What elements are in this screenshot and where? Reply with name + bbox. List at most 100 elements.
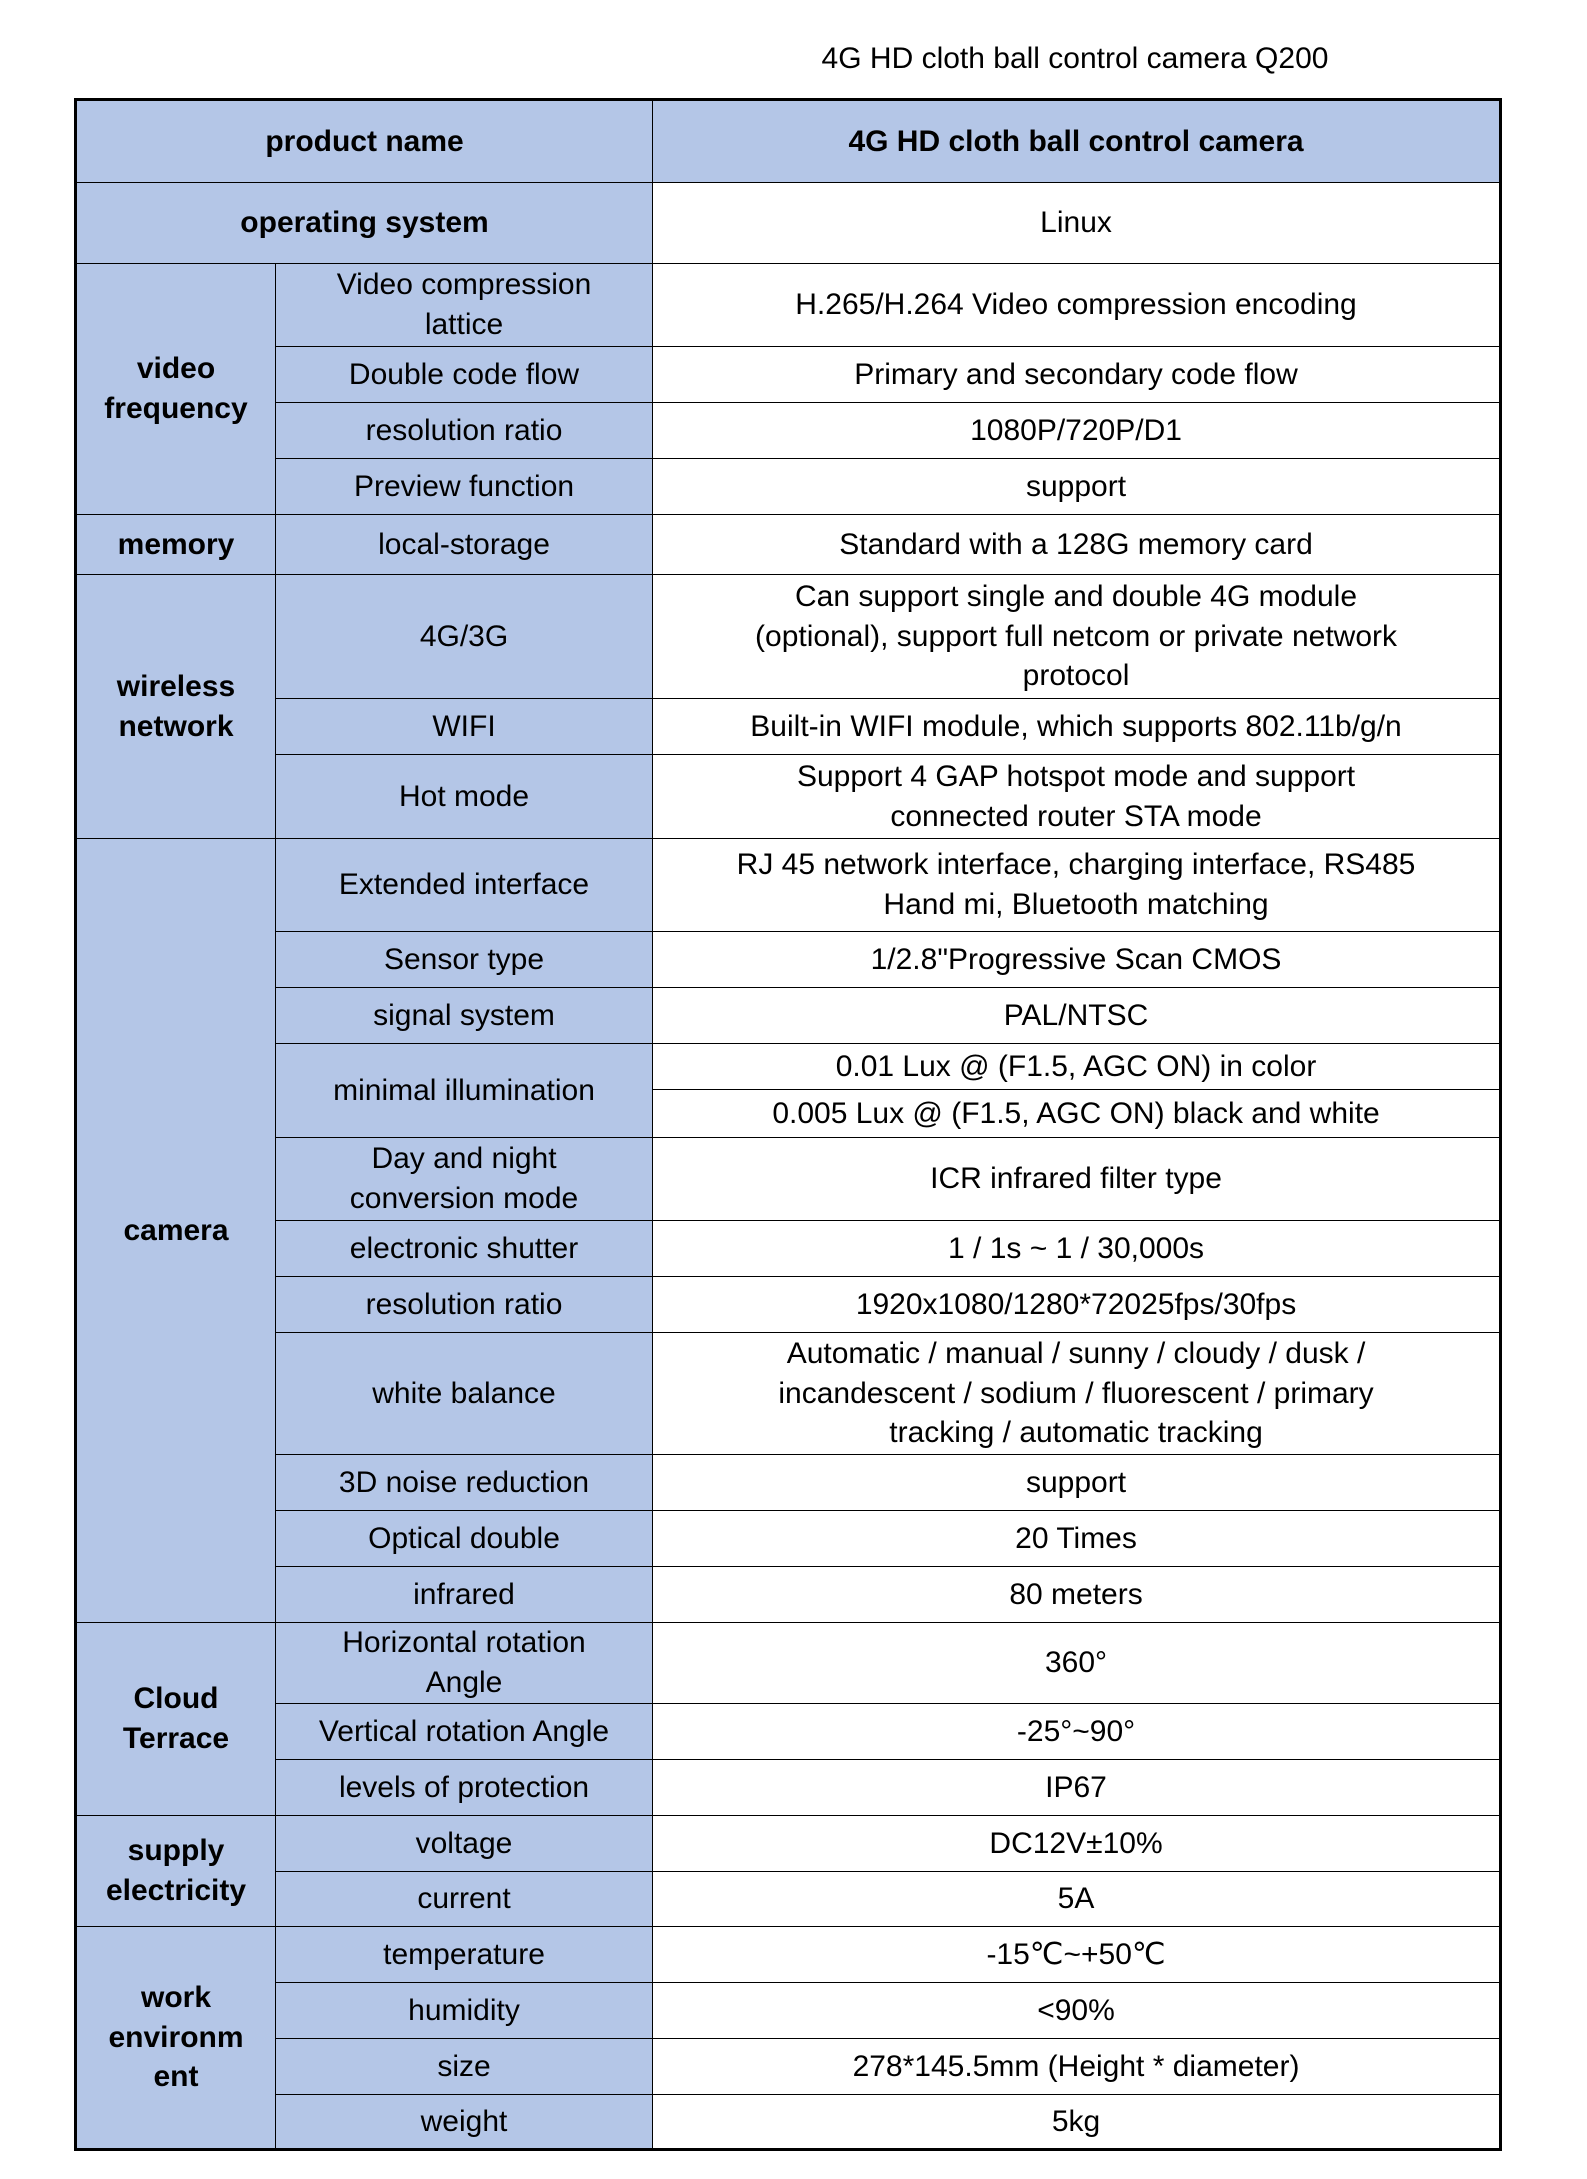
table-row: work environm ent temperature -15℃~+50℃ [75,1926,1502,2150]
spec-value: PAL/NTSC [652,987,1502,1044]
spec-label: 4G/3G [274,574,654,699]
spec-label: Hot mode [274,754,654,839]
spec-value: DC12V±10% [652,1815,1502,1872]
spec-value: -25°~90° [652,1703,1502,1760]
spec-value: 20 Times [652,1510,1502,1567]
spec-label: WIFI [274,698,654,755]
table-row: Cloud Terrace Horizontal rotation Angle … [75,1622,1502,1816]
spec-value: 5A [652,1871,1502,1927]
table-row: electronic shutter 1 / 1s ~ 1 / 30,000s [76,1220,1502,1277]
table-row: humidity <90% [76,1982,1502,2039]
os-value: Linux [652,182,1502,264]
table-row: camera Extended interface RJ 45 network … [75,838,1502,1623]
spec-value: Can support single and double 4G module … [652,574,1502,699]
spec-label: Double code flow [274,346,654,403]
table-row: supply electricity voltage DC12V±10% [75,1815,1502,1927]
spec-value: 360° [652,1622,1502,1704]
spec-label: local-storage [274,514,654,575]
table-row: product name 4G HD cloth ball control ca… [74,99,1502,183]
spec-label: voltage [274,1815,654,1872]
spec-label: Day and night conversion mode [274,1137,654,1221]
group-video: video frequency [75,263,276,515]
spec-label: Video compression lattice [274,263,654,347]
group-cloud-terrace: Cloud Terrace [75,1622,276,1816]
spec-label: 3D noise reduction [274,1454,654,1511]
os-label: operating system [74,182,654,264]
spec-label: levels of protection [274,1759,654,1816]
spec-label: Optical double [274,1510,654,1567]
spec-value: -15℃~+50℃ [652,1926,1502,1983]
group-wireless: wireless network [75,574,276,839]
spec-label: signal system [274,987,654,1044]
table-row: minimal illumination 0.01 Lux @ (F1.5, AG… [76,1043,1502,1138]
spec-value: RJ 45 network interface, charging interf… [652,838,1502,932]
spec-label: resolution ratio [274,1276,654,1333]
spec-value: ICR infrared filter type [652,1137,1502,1221]
group-camera: camera [75,838,276,1623]
spec-label: Vertical rotation Angle [274,1703,654,1760]
group-supply: supply electricity [75,1815,276,1927]
group-work-environment: work environm ent [75,1926,276,2150]
spec-label: Preview function [274,458,654,515]
document-title: 4G HD cloth ball control camera Q200 [821,42,1329,75]
table-row: weight 5kg [76,2094,1502,2150]
table-row: current 5A [76,1871,1502,1927]
table-row: signal system PAL/NTSC [76,987,1502,1044]
spec-value: Automatic / manual / sunny / cloudy / du… [652,1332,1502,1455]
table-row: Sensor type 1/2.8"Progressive Scan CMOS [76,931,1502,988]
spec-label: size [274,2038,654,2095]
table-row: Day and night conversion mode ICR infrare… [76,1137,1502,1221]
table-row: Vertical rotation Angle -25°~90° [76,1703,1502,1760]
table-row: Optical double 20 Times [76,1510,1502,1567]
spec-value: 0.01 Lux @ (F1.5, AGC ON) in color [652,1043,1502,1090]
spec-value: Support 4 GAP hotspot mode and support c… [652,754,1502,839]
spec-label: minimal illumination [274,1043,654,1138]
spec-value: support [652,458,1502,515]
spec-label: humidity [274,1982,654,2039]
table-row: resolution ratio 1920x1080/1280*72025fps/… [76,1276,1502,1333]
table-row: white balance Automatic / manual / sunny … [76,1332,1502,1455]
spec-value: H.265/H.264 Video compression encoding [652,263,1502,347]
spec-label: temperature [274,1926,654,1983]
spec-value: 1080P/720P/D1 [652,402,1502,459]
spec-value: 278*145.5mm (Height * diameter) [652,2038,1502,2095]
table-row: memory local-storage Standard with a 128… [75,514,1502,575]
spec-label: resolution ratio [274,402,654,459]
spec-value: Standard with a 128G memory card [652,514,1502,575]
table-row: WIFI Built-in WIFI module, which supports… [76,698,1502,755]
spec-value: 5kg [652,2094,1502,2150]
spec-value: 0.005 Lux @ (F1.5, AGC ON) black and whi… [652,1089,1502,1138]
spec-value: 80 meters [652,1566,1502,1623]
spec-value: 1920x1080/1280*72025fps/30fps [652,1276,1502,1333]
spec-label: infrared [274,1566,654,1623]
table-row: Hot mode Support 4 GAP hotspot mode and s… [76,754,1502,839]
table-row: video frequency Video compression lattic… [75,263,1502,515]
spec-value: Primary and secondary code flow [652,346,1502,403]
table-row: levels of protection IP67 [76,1759,1502,1816]
table-row: Preview function support [76,458,1502,515]
spec-label: Extended interface [274,838,654,932]
header-value: 4G HD cloth ball control camera [652,99,1502,183]
spec-value: 1/2.8"Progressive Scan CMOS [652,931,1502,988]
spec-value: 1 / 1s ~ 1 / 30,000s [652,1220,1502,1277]
table-row: 3D noise reduction support [76,1454,1502,1511]
spec-value: Built-in WIFI module, which supports 802… [652,698,1502,755]
spec-label: electronic shutter [274,1220,654,1277]
header-label: product name [74,99,654,183]
spec-value: support [652,1454,1502,1511]
spec-label: white balance [274,1332,654,1455]
spec-value: <90% [652,1982,1502,2039]
spec-label: Sensor type [274,931,654,988]
spec-label: Horizontal rotation Angle [274,1622,654,1704]
table-row: wireless network 4G/3G Can support singl… [75,574,1502,839]
table-row: size 278*145.5mm (Height * diameter) [76,2038,1502,2095]
group-memory: memory [75,514,276,575]
table-row: operating system Linux [74,182,1502,264]
table-row: resolution ratio 1080P/720P/D1 [76,402,1502,459]
table-row: infrared 80 meters [76,1566,1502,1623]
table-row: Double code flow Primary and secondary co… [76,346,1502,403]
spec-label: current [274,1871,654,1927]
spec-value: IP67 [652,1759,1502,1816]
spec-label: weight [274,2094,654,2150]
spec-table: product name 4G HD cloth ball control ca… [74,98,1503,2151]
